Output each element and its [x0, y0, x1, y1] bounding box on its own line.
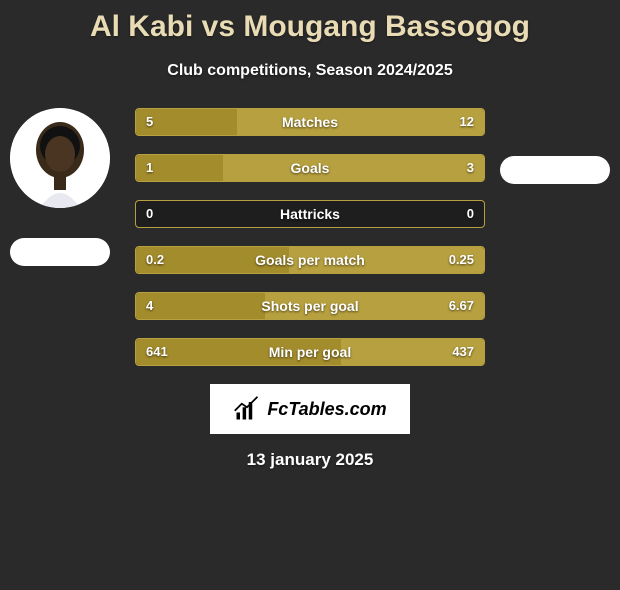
bar-label: Min per goal	[136, 339, 484, 365]
bar-label: Matches	[136, 109, 484, 135]
fctables-logo: FcTables.com	[210, 384, 410, 434]
page-title: Al Kabi vs Mougang Bassogog	[0, 10, 620, 44]
bar-left-value: 0	[146, 201, 153, 227]
player-right-name-pill	[500, 156, 610, 184]
bar-left-value: 4	[146, 293, 153, 319]
bar-label: Hattricks	[136, 201, 484, 227]
bar-right-value: 12	[460, 109, 474, 135]
stat-bar-matches: Matches5 12	[135, 108, 485, 136]
stat-bar-hattricks: Hattricks0 0	[135, 200, 485, 228]
bar-right-value: 3	[467, 155, 474, 181]
stat-bar-min-per-goal: Min per goal641 437	[135, 338, 485, 366]
bar-right-value: 6.67	[449, 293, 474, 319]
stats-bars: Matches5 12 Goals1 3 Hattricks0 0 Goals per ma…	[135, 108, 485, 366]
comparison-content: Matches5 12 Goals1 3 Hattricks0 0 Goals per ma…	[0, 108, 620, 366]
bar-label: Shots per goal	[136, 293, 484, 319]
date-label: 13 january 2025	[0, 450, 620, 470]
player-left-name-pill	[10, 238, 110, 266]
stat-bar-goals-per-match: Goals per match0.2 0.25	[135, 246, 485, 274]
bar-left-value: 641	[146, 339, 168, 365]
stat-bar-shots-per-goal: Shots per goal4 6.67	[135, 292, 485, 320]
bar-left-value: 0.2	[146, 247, 164, 273]
subtitle: Club competitions, Season 2024/2025	[0, 62, 620, 80]
stat-bar-goals: Goals1 3	[135, 154, 485, 182]
logo-text: FcTables.com	[267, 399, 386, 420]
bar-label: Goals	[136, 155, 484, 181]
bar-label: Goals per match	[136, 247, 484, 273]
chart-icon	[233, 395, 261, 423]
bar-right-value: 0.25	[449, 247, 474, 273]
player-left-avatar	[10, 108, 110, 208]
bar-left-value: 1	[146, 155, 153, 181]
bar-right-value: 437	[452, 339, 474, 365]
bar-left-value: 5	[146, 109, 153, 135]
bar-right-value: 0	[467, 201, 474, 227]
